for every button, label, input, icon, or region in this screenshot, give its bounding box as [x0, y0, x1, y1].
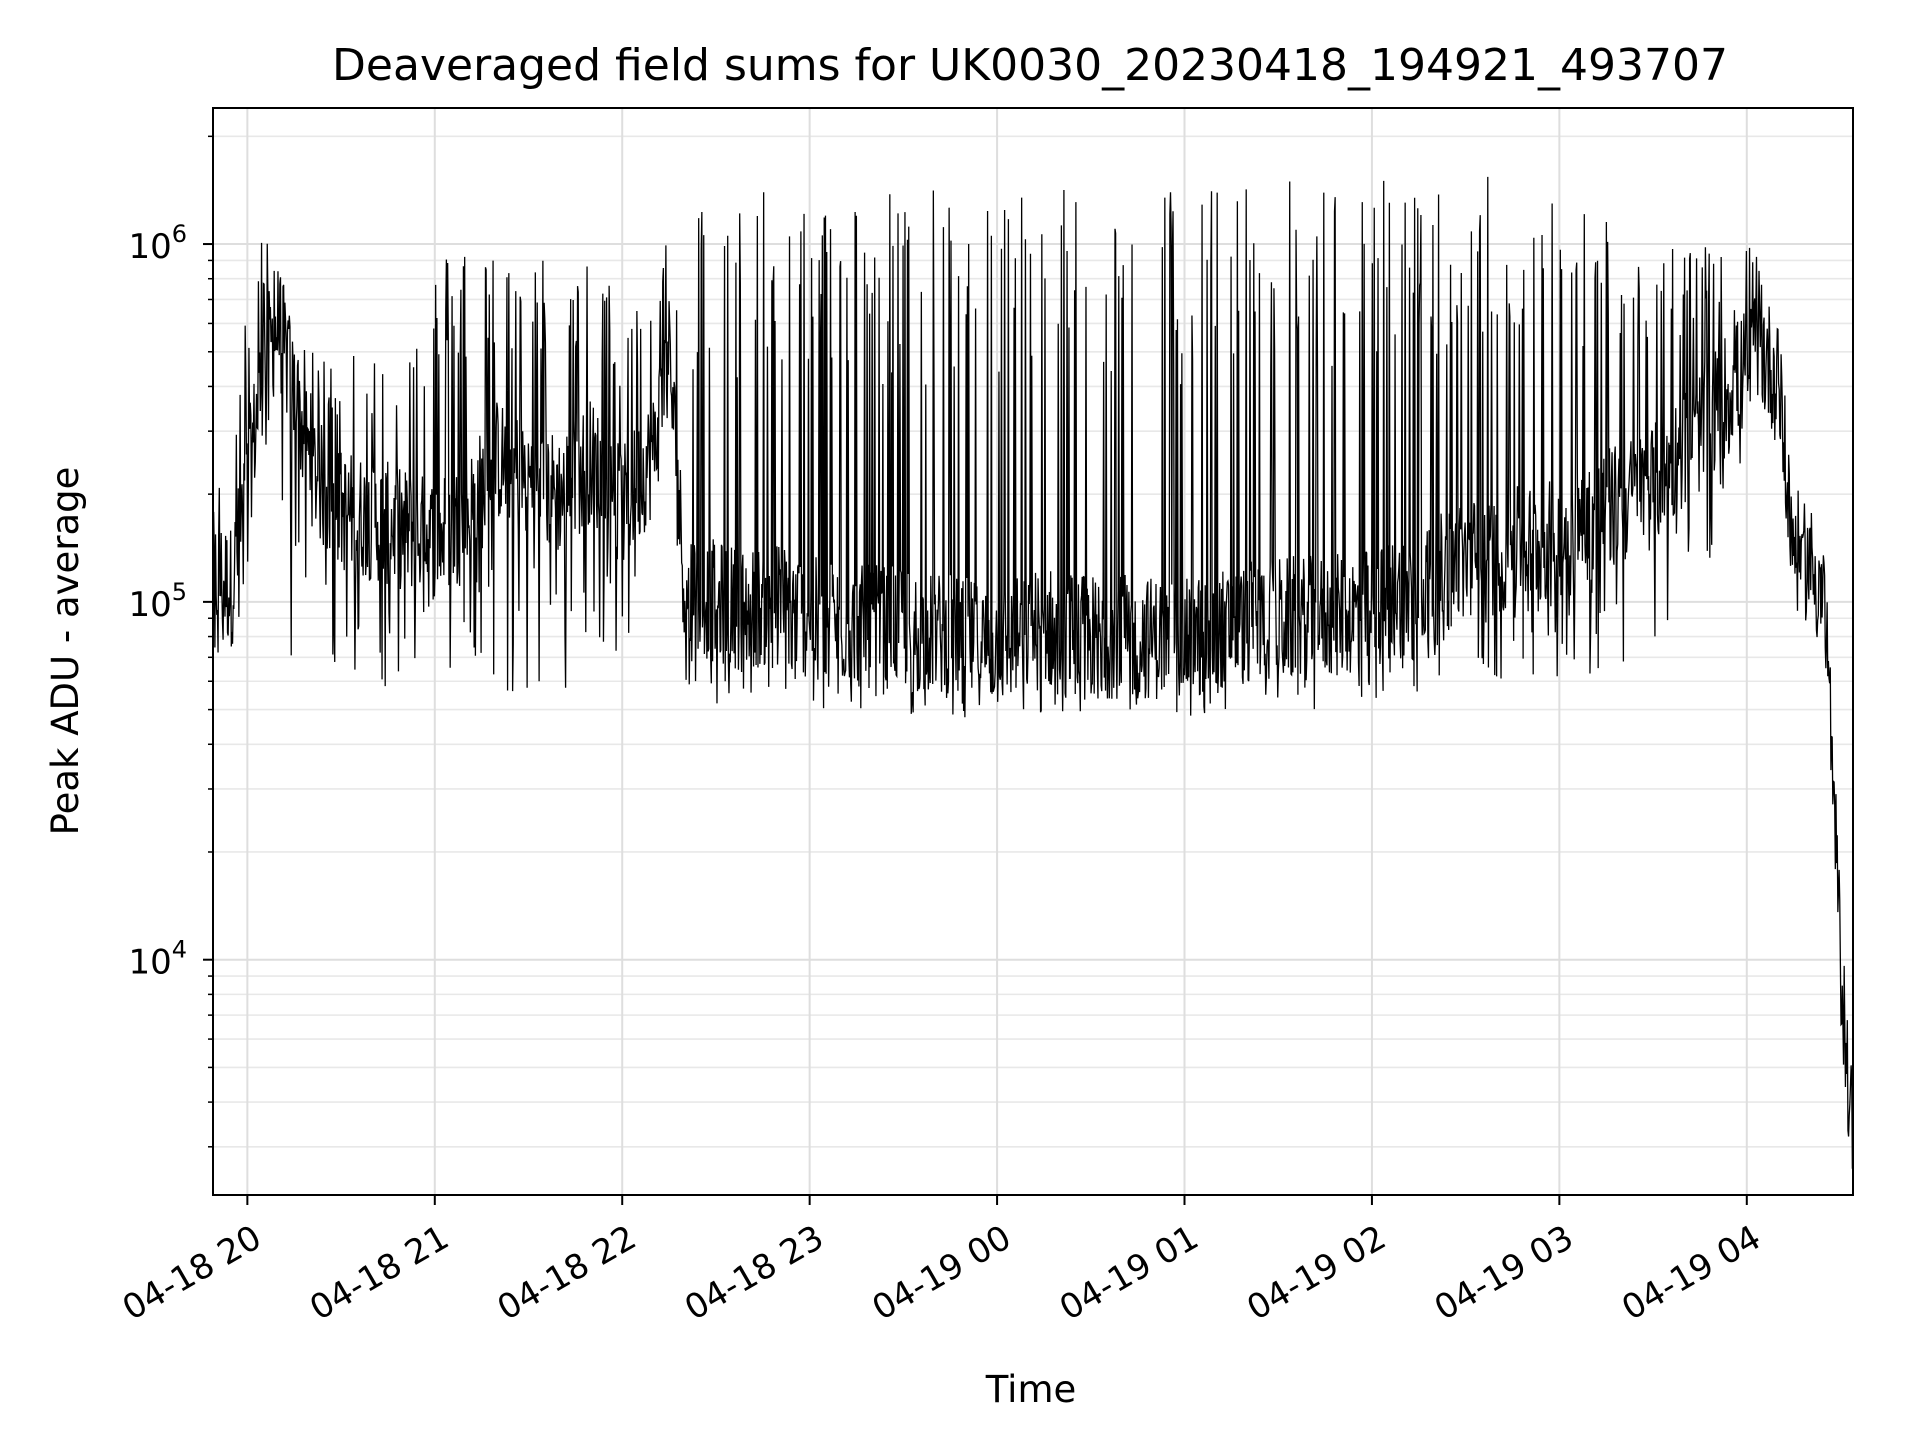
y-tick-label: 104 [128, 936, 187, 983]
y-tick-label: 105 [128, 578, 187, 625]
series-line-0 [213, 176, 1853, 1169]
chart-title: Deaveraged field sums for UK0030_2023041… [332, 40, 1728, 91]
y-axis-label: Peak ADU - average [44, 467, 87, 836]
plot-frame [212, 107, 1854, 1196]
x-axis-label: Time [985, 1368, 1077, 1411]
grid [208, 108, 1853, 1195]
series-group [213, 176, 1853, 1169]
plot-area [213, 176, 1853, 1169]
y-axis: 104 105 106 [128, 220, 213, 983]
y-tick-label: 106 [128, 220, 187, 267]
